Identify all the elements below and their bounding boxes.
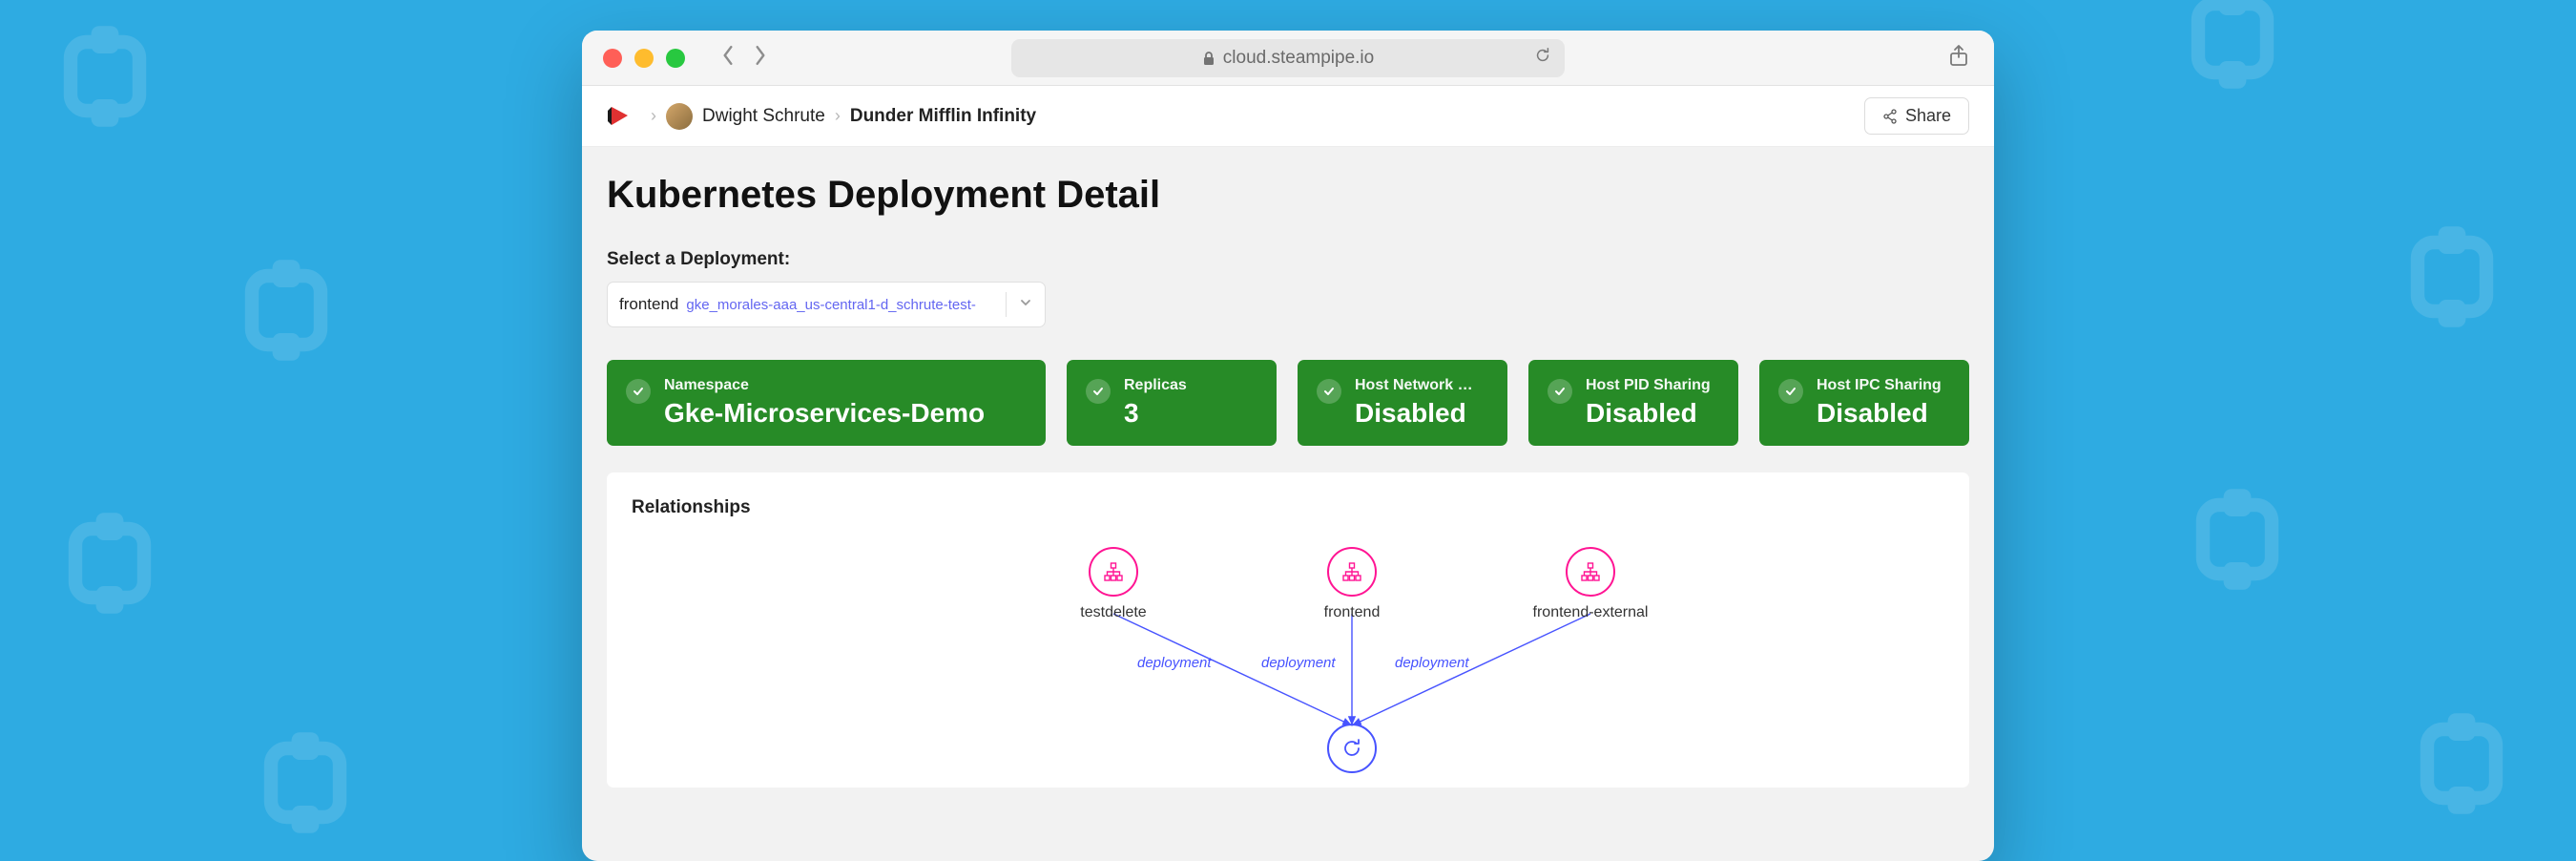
chevron-down-icon (1018, 295, 1033, 315)
chevron-right-icon: › (651, 106, 656, 126)
check-circle-icon (1086, 379, 1111, 404)
background-watermark-icon (2395, 220, 2509, 334)
browser-window: cloud.steampipe.io › Dwight Schrute › Du… (582, 31, 1994, 861)
background-watermark-icon (229, 253, 343, 368)
background-watermark-icon (2404, 706, 2519, 821)
share-button[interactable]: Share (1864, 97, 1969, 135)
graph-node[interactable]: testdelete (1032, 547, 1195, 621)
check-circle-icon (1317, 379, 1341, 404)
stat-card: Host IPC Sharing Disabled (1759, 360, 1969, 446)
background-watermark-icon (2175, 0, 2290, 95)
stat-card-value: 3 (1124, 398, 1187, 429)
node-label: frontend (1271, 604, 1433, 621)
graph-node[interactable]: frontend-external (1509, 547, 1672, 621)
stat-card-label: Namespace (664, 377, 985, 394)
url-bar[interactable]: cloud.steampipe.io (1011, 39, 1565, 77)
stat-card-value: Disabled (1817, 398, 1942, 429)
stat-cards-row: Namespace Gke-Microservices-Demo Replicas 3… (607, 360, 1969, 446)
share-system-icon[interactable] (1948, 44, 1969, 72)
divider (1006, 292, 1007, 317)
nav-arrows (721, 45, 767, 71)
node-label: frontend-external (1509, 604, 1672, 621)
titlebar: cloud.steampipe.io (582, 31, 1994, 86)
page-title: Kubernetes Deployment Detail (607, 174, 1969, 217)
refresh-icon (1327, 724, 1377, 773)
share-icon (1882, 109, 1898, 124)
check-circle-icon (1778, 379, 1803, 404)
stat-card-value: Disabled (1355, 398, 1473, 429)
chevron-right-icon: › (835, 106, 841, 126)
stat-card: Host Network … Disabled (1298, 360, 1507, 446)
stat-card-label: Host PID Sharing (1586, 377, 1711, 394)
stat-card-label: Host Network … (1355, 377, 1473, 394)
stat-card-label: Host IPC Sharing (1817, 377, 1942, 394)
sitemap-icon (1566, 547, 1615, 597)
select-label: Select a Deployment: (607, 249, 1969, 270)
stat-card: Host PID Sharing Disabled (1528, 360, 1738, 446)
refresh-icon[interactable] (1534, 47, 1551, 70)
relationships-graph: deploymentdeploymentdeploymenttestdelete… (632, 518, 1944, 786)
sitemap-icon (1327, 547, 1377, 597)
traffic-lights (603, 49, 685, 68)
relationships-title: Relationships (632, 497, 1944, 518)
sitemap-icon (1089, 547, 1138, 597)
url-text: cloud.steampipe.io (1223, 48, 1374, 69)
background-watermark-icon (248, 725, 363, 840)
breadcrumb-workspace[interactable]: Dunder Mifflin Infinity (850, 106, 1036, 127)
stat-card-value: Gke-Microservices-Demo (664, 398, 985, 429)
background-watermark-icon (2180, 482, 2295, 597)
background-watermark-icon (52, 506, 167, 620)
close-window-button[interactable] (603, 49, 622, 68)
breadcrumb: › Dwight Schrute › Dunder Mifflin Infini… (582, 86, 1994, 147)
minimize-window-button[interactable] (634, 49, 654, 68)
check-circle-icon (626, 379, 651, 404)
share-button-label: Share (1905, 106, 1951, 126)
app-logo-icon[interactable] (607, 104, 632, 129)
avatar[interactable] (666, 103, 693, 130)
back-button[interactable] (721, 45, 735, 71)
stat-card: Replicas 3 (1067, 360, 1277, 446)
deployment-context: gke_morales-aaa_us-central1-d_schrute-te… (686, 297, 994, 313)
forward-button[interactable] (754, 45, 767, 71)
stat-card: Namespace Gke-Microservices-Demo (607, 360, 1046, 446)
breadcrumb-user[interactable]: Dwight Schrute (702, 106, 825, 127)
deployment-name: frontend (619, 295, 678, 314)
maximize-window-button[interactable] (666, 49, 685, 68)
graph-node[interactable] (1271, 724, 1433, 781)
stat-card-value: Disabled (1586, 398, 1711, 429)
deployment-select[interactable]: frontend gke_morales-aaa_us-central1-d_s… (607, 282, 1046, 327)
check-circle-icon (1548, 379, 1572, 404)
node-label: testdelete (1032, 604, 1195, 621)
background-watermark-icon (48, 19, 162, 134)
graph-node[interactable]: frontend (1271, 547, 1433, 621)
page-content: Kubernetes Deployment Detail Select a De… (582, 174, 1994, 812)
stat-card-label: Replicas (1124, 377, 1187, 394)
lock-icon (1202, 51, 1215, 66)
relationships-panel: Relationships deploymentdeploymentdeploy… (607, 472, 1969, 788)
